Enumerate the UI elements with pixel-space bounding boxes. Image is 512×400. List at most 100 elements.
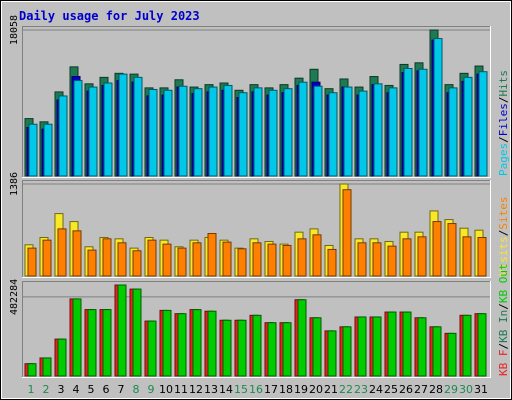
bar-kb-out [432,326,442,377]
chart-title: Daily usage for July 2023 [19,9,200,23]
bar-pages [88,86,98,177]
legend-entry: KB In [497,310,510,343]
bar-pages [253,87,263,177]
x-tick-label: 21 [324,383,338,396]
bar-pages [178,85,188,177]
bar-sites [192,242,202,277]
bar-kb-out [72,298,82,377]
x-tick-label: 8 [133,383,140,396]
x-tick-label: 22 [339,383,353,396]
y-max-label: 482284 [9,279,20,315]
bar-sites [102,238,112,277]
bar-sites [327,248,337,277]
x-tick-label: 5 [88,383,95,396]
bar-sites [147,239,157,277]
x-tick-label: 29 [444,383,458,396]
x-tick-label: 10 [159,383,173,396]
bar-kb-out [192,309,202,377]
bar-sites [432,221,442,277]
bar-sites [357,242,367,277]
bar-kb-out [402,311,412,377]
bar-pages [58,95,68,177]
bar-pages [268,89,278,177]
panel-legend: Pages/Files/Hits [497,70,510,176]
bar-kb-out [102,309,112,377]
bar-kb-out [342,326,352,377]
legend-entry: / [497,230,510,237]
bar-kb-out [222,319,232,377]
bar-pages [283,88,293,177]
x-tick-label: 24 [369,383,383,396]
legend-entry: KB F [497,350,510,377]
bar-pages [388,87,398,177]
panel-legend: Visits/Sites [497,197,510,277]
bar-sites [72,230,82,277]
x-tick-label: 27 [414,383,428,396]
bar-kb-out [267,322,277,377]
bar-sites [162,243,172,277]
bar-sites [447,223,457,277]
legend-entry: / [497,97,510,104]
bar-sites [387,245,397,277]
x-tick-label: 25 [384,383,398,396]
legend-entry: KB Out [497,263,510,303]
bar-kb-out [297,299,307,377]
bar-kb-out [237,319,247,377]
bar-sites [117,242,127,277]
bar-sites [42,239,52,277]
x-tick-label: 7 [118,383,125,396]
legend-entry: / [497,136,510,143]
x-tick-label: 14 [219,383,233,396]
bar-sites [27,247,37,277]
x-tick-label: 28 [429,383,443,396]
y-max-label: 18058 [9,15,20,45]
x-tick-label: 31 [474,383,488,396]
bar-pages [208,86,218,177]
x-axis-labels: 1 2 3 4 5 6 7 8 9 10 11 12 13 14 15 16 17 18 19 20 21 22 23 24 2… [28,383,489,396]
x-tick-label: 2 [43,383,50,396]
bar-pages [448,87,458,177]
x-tick-label: 4 [73,383,80,396]
bar-sites [402,238,412,277]
bar-kb-out [132,288,142,377]
x-tick-label: 13 [204,383,218,396]
panel-legend: KB F/KB In/KB Out [497,263,510,376]
bar-sites [297,238,307,277]
bar-pages [118,73,128,177]
bar-kb-out [252,314,262,377]
bar-kb-out [117,284,127,377]
bar-pages [238,92,248,177]
x-tick-label: 26 [399,383,413,396]
bar-sites [267,243,277,277]
x-tick-label: 3 [58,383,65,396]
bar-pages [403,67,413,177]
bar-pages [28,123,38,177]
bar-kb-out [462,314,472,377]
x-tick-label: 16 [249,383,263,396]
bar-kb-out [282,322,292,377]
bar-kb-out [357,316,367,377]
bar-pages [133,76,143,177]
bar-kb-out [177,313,187,377]
bar-kb-out [477,313,487,377]
y-max-label: 1386 [9,172,20,196]
legend-entry: Visits [497,236,510,276]
bar-kb-out [57,338,67,377]
bar-kb-out [207,310,217,377]
legend-entry: / [497,343,510,350]
x-tick-label: 1 [28,383,35,396]
bar-pages [373,83,383,177]
bar-pages [103,82,113,177]
chart-panels: 18058 Pages/Files/Hits 1386 Visits/Sites 482… [9,15,510,378]
bar-kb-out [312,317,322,377]
panel-top: 18058 Pages/Files/Hits [9,15,510,178]
bar-sites [342,189,352,277]
bar-pages [358,90,368,177]
bar-pages [163,89,173,177]
bar-sites [132,250,142,277]
bar-sites [222,241,232,277]
bar-kb-out [42,357,52,377]
bar-pages [433,38,443,177]
